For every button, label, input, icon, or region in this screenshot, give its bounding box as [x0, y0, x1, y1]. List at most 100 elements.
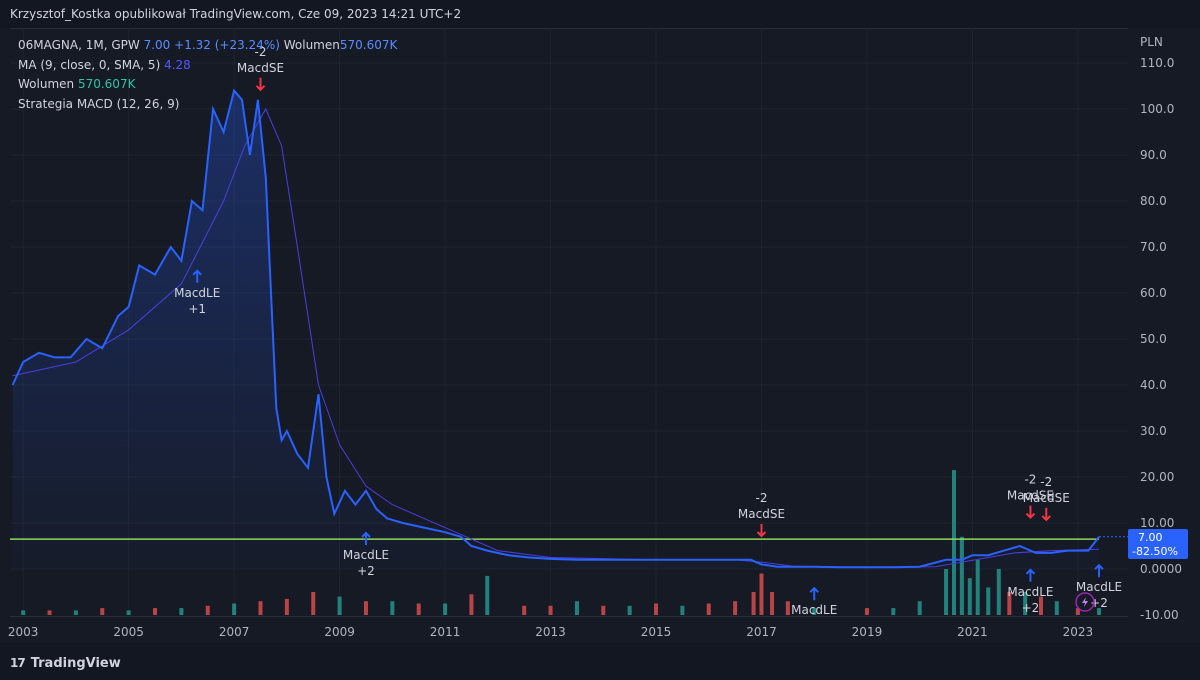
volume-bar — [601, 605, 606, 615]
volume-bar — [390, 601, 395, 615]
price-tick-label: 80.0 — [1140, 194, 1167, 208]
symbol-label: 06MAGNA, 1M, GPW — [18, 38, 140, 52]
arrow-up-icon — [809, 586, 819, 601]
time-tick-label: 2005 — [113, 625, 144, 639]
time-tick-label: 2009 — [324, 625, 355, 639]
volume-bar — [944, 569, 949, 615]
strategy-signals: MacdLE+1MacdSE-2MacdLE+2MacdSE-2MacdLEMa… — [174, 45, 1122, 617]
signal-label: MacdSE — [1023, 491, 1070, 505]
volume-bars — [21, 470, 1101, 615]
volume-bar — [153, 608, 158, 615]
price-tick-label: -10.00 — [1140, 608, 1179, 622]
price-tick-label: 70.0 — [1140, 240, 1167, 254]
last-price-badge-value: 7.00 — [1138, 531, 1163, 544]
signal-qty: +2 — [357, 564, 375, 578]
footer — [0, 643, 1200, 680]
price-tick-label: 110.0 — [1140, 56, 1174, 70]
arrow-down-icon — [1025, 505, 1036, 520]
ma-label: MA (9, close, 0, SMA, 5) — [18, 57, 161, 72]
volume-bar — [126, 610, 131, 615]
volume-bar — [654, 603, 659, 615]
alert-icon — [1075, 592, 1095, 612]
volume-bar — [574, 601, 579, 615]
long-entry-marker: MacdLE +1 — [174, 269, 220, 316]
volume-bar — [1075, 608, 1080, 615]
time-tick-label: 2015 — [641, 625, 672, 639]
volume-row[interactable]: Wolumen 570.607K — [18, 75, 397, 95]
price-area-fill — [12, 90, 1100, 569]
volume-bar — [205, 605, 210, 615]
signal-qty: -2 — [1024, 473, 1036, 487]
ma-value: 4.28 — [164, 57, 191, 72]
volume-bar — [759, 573, 764, 615]
arrow-down-icon — [1041, 507, 1051, 522]
ma-row[interactable]: MA (9, close, 0, SMA, 5) 4.28 — [18, 56, 397, 76]
price-tick-label: 90.0 — [1140, 148, 1167, 162]
signal-label: MacdSE — [237, 61, 284, 75]
price-tick-label: 0.0000 — [1140, 562, 1182, 576]
price-tick-label: 30.0 — [1140, 424, 1167, 438]
signal-qty: -2 — [255, 45, 267, 59]
signal-qty: -2 — [756, 491, 768, 505]
volume-bar — [627, 605, 632, 615]
volume-bar — [1054, 601, 1059, 615]
time-axis-ticks: 2003 2005 2007 2009 2011 2013 2015 2017 2019 2021… — [8, 625, 1093, 639]
volume-bar — [311, 592, 316, 615]
volume-label: Wolumen — [283, 38, 340, 52]
brand-name: TradingView — [30, 656, 121, 671]
arrow-down-icon — [255, 77, 266, 92]
volume-bar — [1023, 592, 1028, 615]
volume-bar — [485, 575, 490, 615]
price-tick-label: 40.0 — [1140, 378, 1167, 392]
tradingview-logo-icon: 17 — [10, 656, 26, 670]
volume-bar — [733, 601, 738, 615]
long-entry-marker: MacdLE — [791, 586, 837, 617]
volume-bar — [986, 587, 991, 615]
long-entry-marker: MacdLE +2 — [343, 531, 389, 578]
arrow-up-icon — [1025, 568, 1036, 582]
arrow-up-icon — [361, 531, 371, 545]
volume-bar — [548, 605, 553, 615]
volume-row-value: 570.607K — [77, 77, 136, 91]
volume-bar — [179, 608, 184, 615]
symbol-row[interactable]: 06MAGNA, 1M, GPW 7.00 +1.32 (+23.24%) Wo… — [18, 36, 397, 56]
time-tick-label: 2007 — [219, 625, 250, 639]
strategy-row[interactable]: Strategia MACD (12, 26, 9) — [18, 95, 397, 115]
ma-line — [12, 107, 1100, 568]
currency-label: PLN — [1140, 35, 1163, 49]
arrow-down-icon — [756, 524, 767, 538]
signal-qty: -2 — [1040, 475, 1052, 489]
volume-bar — [337, 596, 342, 615]
signal-label: MacdLE — [1076, 580, 1122, 594]
volume-bar — [363, 601, 368, 615]
volume-bar — [232, 603, 237, 615]
volume-bar — [1038, 596, 1043, 615]
volume-bar — [469, 594, 474, 615]
signal-label: MacdLE — [174, 286, 220, 300]
volume-bar — [751, 592, 756, 615]
attribution-text: Krzysztof_Kostka opublikował TradingView… — [10, 7, 462, 21]
volume-bar — [100, 608, 105, 615]
chart-pane[interactable] — [10, 28, 1128, 617]
volume-bar — [1007, 592, 1012, 615]
volume-bar — [785, 601, 790, 615]
tradingview-brand[interactable]: 17 TradingView — [10, 656, 121, 671]
volume-bar — [522, 605, 527, 615]
volume-value: 570.607K — [339, 38, 398, 52]
volume-row-label: Wolumen — [18, 77, 75, 91]
price-tick-label: 60.0 — [1140, 286, 1167, 300]
last-price-badge: 7.00 -82.50% — [1128, 529, 1188, 559]
short-entry-marker: MacdSE -2 — [237, 45, 284, 92]
volume-bar — [443, 603, 448, 615]
time-tick-label: 2017 — [746, 625, 777, 639]
price-line — [11, 88, 1100, 569]
volume-bar — [416, 603, 421, 615]
volume-bar — [812, 608, 817, 615]
volume-bar — [959, 536, 964, 615]
signal-label: MacdSE — [1007, 489, 1054, 503]
price-axis-ticks: 110.0 100.0 90.0 80.0 70.0 60.0 50.0 40.0 30.0 20… — [1140, 56, 1182, 622]
short-entry-marker: MacdSE -2 — [738, 491, 785, 538]
volume-bar — [996, 569, 1001, 615]
volume-bar — [891, 608, 896, 615]
